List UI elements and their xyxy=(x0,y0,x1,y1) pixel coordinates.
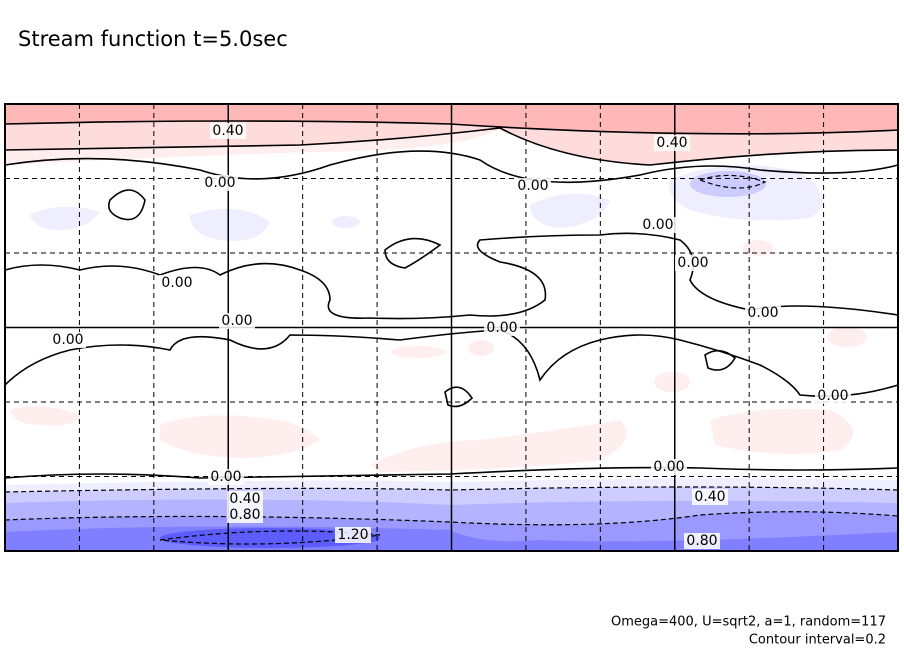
label-background xyxy=(219,313,255,329)
contour-label: 0.00 xyxy=(52,332,83,348)
label-background xyxy=(208,469,244,485)
contour-label: 0.00 xyxy=(221,313,252,329)
label-background xyxy=(515,178,551,194)
contour-label: 0.00 xyxy=(747,305,778,321)
plot-area xyxy=(4,103,899,552)
label-background xyxy=(227,507,263,523)
label-background xyxy=(335,527,371,543)
footnote: Omega=400, U=sqrt2, a=1, random=117 xyxy=(611,615,886,630)
label-background xyxy=(651,459,687,475)
contour-label: 0.40 xyxy=(212,123,243,139)
footnote: Contour interval=0.2 xyxy=(749,633,886,648)
contour-label: 0.00 xyxy=(486,320,517,336)
label-background xyxy=(745,305,781,321)
label-background xyxy=(640,217,676,233)
contour-label: 0.00 xyxy=(677,255,708,271)
label-background xyxy=(484,320,520,336)
label-background xyxy=(227,491,263,507)
contour-label: 0.00 xyxy=(653,459,684,475)
label-background xyxy=(692,489,728,505)
label-background xyxy=(684,533,720,549)
contour-label: 0.00 xyxy=(517,178,548,194)
contour-label: 0.40 xyxy=(656,135,687,151)
contour-label: 0.00 xyxy=(204,175,235,191)
label-background xyxy=(675,255,711,271)
label-background xyxy=(654,135,690,151)
label-background xyxy=(815,388,851,404)
contour-label: 0.00 xyxy=(210,469,241,485)
label-background xyxy=(202,175,238,191)
label-background xyxy=(50,332,86,348)
contour-label: 0.40 xyxy=(694,489,725,505)
label-background xyxy=(159,275,195,291)
contour-label: 0.80 xyxy=(229,507,260,523)
contour-label: 1.20 xyxy=(337,527,368,543)
label-background xyxy=(210,123,246,139)
contour-label: 0.40 xyxy=(229,491,260,507)
contour-label: 0.00 xyxy=(817,388,848,404)
contour-label: 0.00 xyxy=(642,217,673,233)
contour-label: 0.80 xyxy=(686,533,717,549)
contour-label: 0.00 xyxy=(161,275,192,291)
chart-title: Stream function t=5.0sec xyxy=(18,27,288,51)
